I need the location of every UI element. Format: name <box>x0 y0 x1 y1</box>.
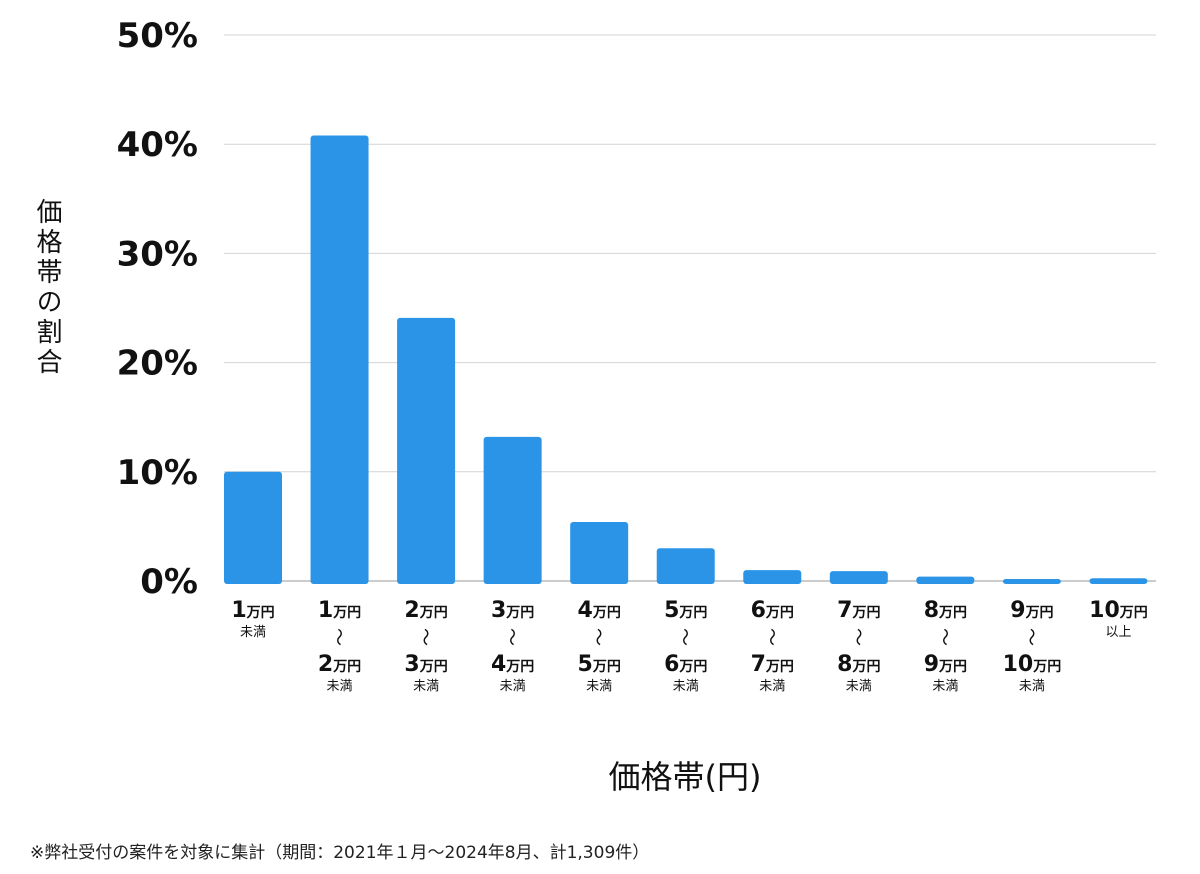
y-tick-label: 0% <box>140 562 198 602</box>
category-suffix: 未満 <box>413 679 439 694</box>
category-tilde: 〜 <box>587 628 608 646</box>
category-suffix: 未満 <box>932 679 958 694</box>
bar <box>743 570 802 584</box>
category-suffix: 未満 <box>673 679 699 694</box>
category-to: 8万円 <box>837 652 880 677</box>
category-to: 9万円 <box>924 652 967 677</box>
bar <box>397 317 456 584</box>
category-suffix: 未満 <box>759 679 785 694</box>
category-to: 7万円 <box>751 652 794 677</box>
footnote: ※弊社受付の案件を対象に集計（期間：2021年１月〜2024年8月、計1,309… <box>30 843 650 863</box>
category-to: 10万円 <box>1003 652 1062 677</box>
category-suffix: 以上 <box>1105 625 1131 640</box>
bars <box>224 135 1148 585</box>
category-from: 3万円 <box>491 598 534 623</box>
category-suffix: 未満 <box>500 679 526 694</box>
category-tilde: 〜 <box>1020 628 1041 646</box>
category-suffix: 未満 <box>846 679 872 694</box>
category-to: 2万円 <box>318 652 361 677</box>
category-suffix: 未満 <box>586 679 612 694</box>
y-tick-label: 10% <box>117 453 198 493</box>
category-tilde: 〜 <box>933 628 954 646</box>
category-to: 6万円 <box>664 652 707 677</box>
category-from: 2万円 <box>404 598 447 623</box>
category-from: 4万円 <box>578 598 621 623</box>
category-to: 4万円 <box>491 652 534 677</box>
bar <box>570 522 629 584</box>
bar <box>224 471 282 584</box>
category-from: 1万円 <box>318 598 361 623</box>
y-tick-label: 30% <box>117 234 198 274</box>
category-tilde: 〜 <box>674 628 695 646</box>
category-from: 10万円 <box>1089 598 1148 623</box>
bar <box>310 135 369 585</box>
category-to: 3万円 <box>404 652 447 677</box>
category-tilde: 〜 <box>847 628 868 646</box>
category-suffix: 未満 <box>1019 679 1045 694</box>
y-axis-label: 価格帯の割合 <box>32 198 62 378</box>
bar <box>1002 579 1061 584</box>
category-from: 8万円 <box>924 598 967 623</box>
bar <box>1089 578 1148 584</box>
category-suffix: 未満 <box>240 625 266 640</box>
y-tick-label: 50% <box>117 16 198 56</box>
x-axis-label: 価格帯(円) <box>608 758 762 796</box>
bar <box>829 571 888 584</box>
category-from: 6万円 <box>751 598 794 623</box>
bar <box>483 436 542 584</box>
category-from: 5万円 <box>664 598 707 623</box>
category-tilde: 〜 <box>414 628 435 646</box>
y-tick-label: 40% <box>117 125 198 165</box>
gridlines <box>224 34 1156 582</box>
bar <box>656 548 715 584</box>
x-category-labels: 1万円未満1万円〜2万円未満2万円〜3万円未満3万円〜4万円未満4万円〜5万円未… <box>231 598 1147 694</box>
bar <box>916 576 975 584</box>
category-suffix: 未満 <box>327 679 353 694</box>
category-from: 9万円 <box>1010 598 1053 623</box>
y-tick-label: 20% <box>117 344 198 384</box>
category-tilde: 〜 <box>501 628 522 646</box>
category-tilde: 〜 <box>328 628 349 646</box>
y-tick-labels: 0% 10% 20% 30% 40% 50% <box>117 16 198 602</box>
category-from: 7万円 <box>837 598 880 623</box>
category-tilde: 〜 <box>760 628 781 646</box>
category-from: 1万円 <box>231 598 274 623</box>
category-to: 5万円 <box>578 652 621 677</box>
